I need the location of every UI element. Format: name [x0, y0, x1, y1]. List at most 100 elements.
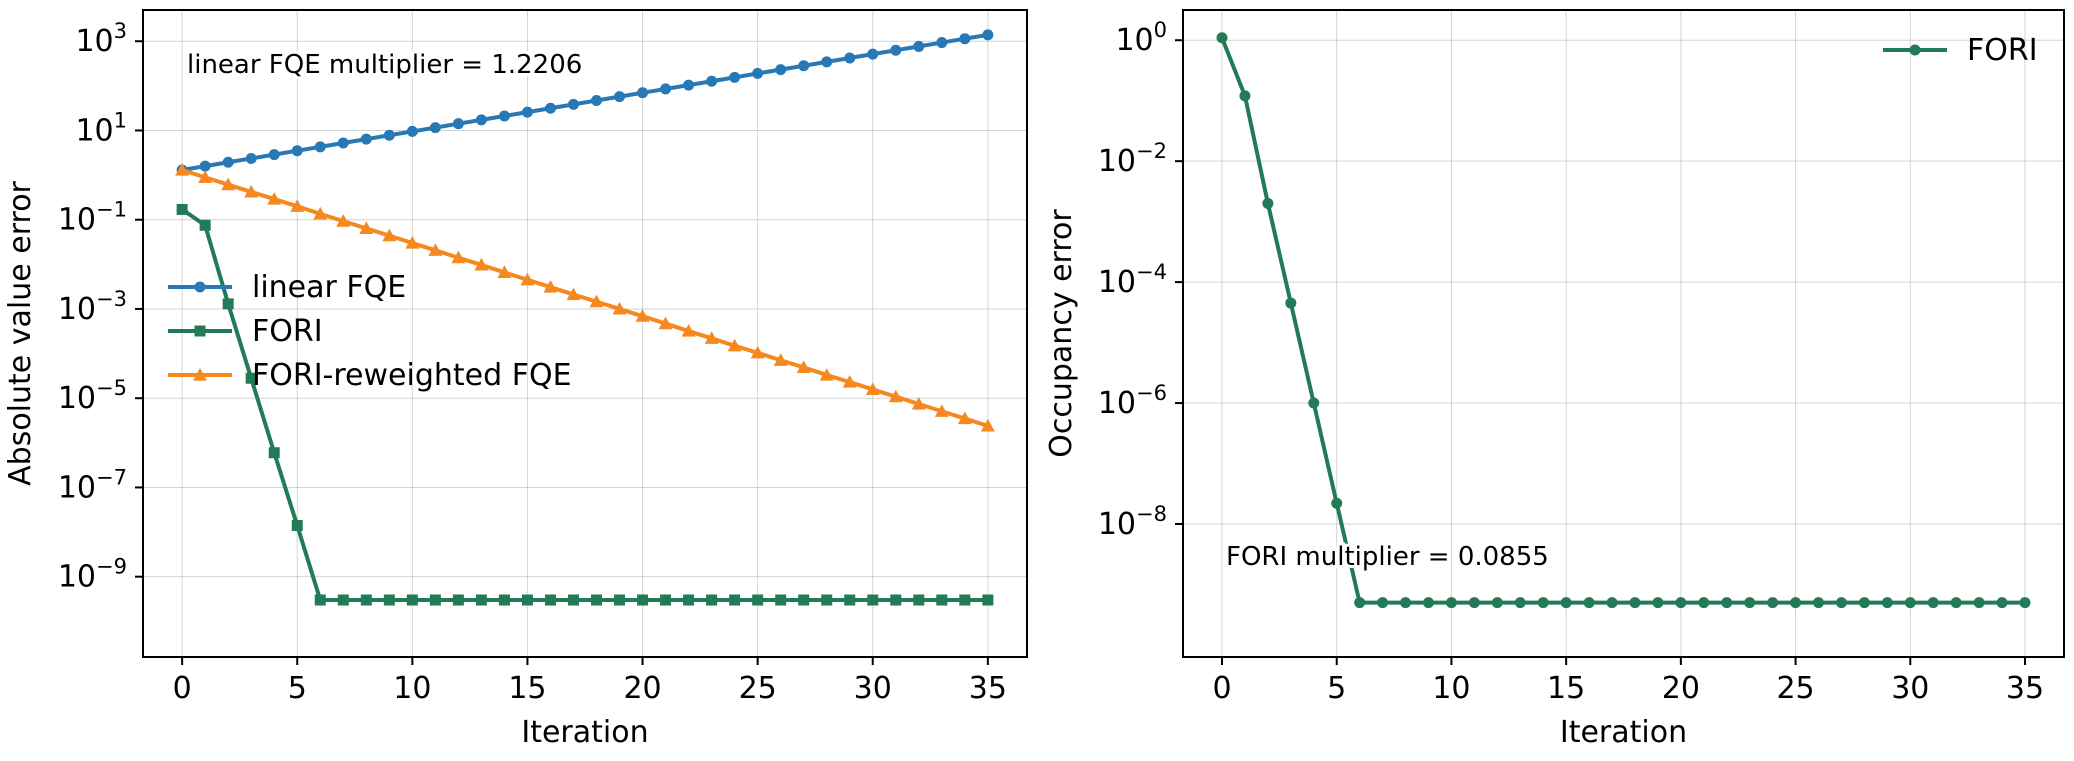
- y-tick-label: 10−7: [58, 465, 127, 505]
- data-point: [1927, 597, 1939, 609]
- data-point: [890, 594, 902, 606]
- x-tick-label: 25: [739, 671, 777, 706]
- data-point: [589, 294, 604, 308]
- data-point: [750, 345, 765, 359]
- data-point: [1308, 397, 1320, 409]
- data-point: [452, 594, 464, 606]
- legend-label: FORI: [1967, 33, 2038, 68]
- data-point: [543, 280, 558, 293]
- legend-label: linear FQE: [252, 270, 406, 305]
- series-1: [176, 203, 994, 606]
- x-tick-label: 20: [623, 671, 661, 706]
- data-point: [199, 160, 211, 172]
- data-point: [497, 265, 512, 278]
- y-tick-label: 10−1: [58, 198, 127, 238]
- data-point: [405, 236, 420, 249]
- y-tick-label: 100: [1115, 18, 1167, 58]
- data-point: [383, 594, 395, 606]
- data-point: [660, 594, 672, 606]
- data-point: [1996, 597, 2008, 609]
- data-point: [934, 404, 949, 417]
- data-point: [752, 67, 764, 79]
- data-point: [176, 203, 188, 215]
- data-point: [773, 353, 788, 366]
- data-point: [1216, 32, 1228, 44]
- data-point: [1239, 90, 1251, 102]
- data-point: [936, 37, 948, 49]
- data-point: [913, 594, 925, 606]
- data-point: [567, 594, 579, 606]
- data-point: [957, 411, 972, 425]
- data-point: [336, 214, 351, 227]
- data-point: [1422, 597, 1434, 609]
- y-tick-label: 103: [75, 19, 127, 59]
- data-point: [291, 520, 303, 532]
- data-point: [982, 29, 994, 41]
- data-point: [1445, 597, 1457, 609]
- data-point: [1950, 597, 1962, 609]
- data-point: [727, 338, 742, 352]
- y-tick-label: 10−8: [1098, 502, 1167, 542]
- data-point: [798, 60, 810, 72]
- data-point: [175, 163, 190, 176]
- data-point: [521, 594, 533, 606]
- annotation: linear FQE multiplier = 1.2206: [187, 50, 582, 80]
- data-point: [198, 170, 213, 183]
- series-0: [1216, 32, 2031, 609]
- data-point: [775, 594, 787, 606]
- data-point: [1721, 597, 1733, 609]
- x-tick-label: 30: [854, 671, 892, 706]
- data-point: [1629, 597, 1641, 609]
- data-point: [660, 83, 672, 95]
- x-tick-label: 10: [393, 671, 431, 706]
- data-point: [1744, 597, 1756, 609]
- data-point: [865, 382, 880, 396]
- data-point: [1537, 597, 1549, 609]
- data-point: [913, 40, 925, 52]
- data-point: [1583, 597, 1595, 609]
- data-point: [475, 114, 487, 126]
- data-point: [451, 250, 466, 264]
- data-point: [383, 129, 395, 141]
- data-point: [1468, 597, 1480, 609]
- data-point: [681, 324, 696, 337]
- x-axis-label: Iteration: [1560, 715, 1687, 750]
- data-point: [1904, 597, 1916, 609]
- data-point: [729, 594, 741, 606]
- data-point: [406, 594, 418, 606]
- data-point: [1881, 597, 1893, 609]
- data-point: [544, 102, 556, 114]
- data-point: [360, 594, 372, 606]
- data-point: [337, 594, 349, 606]
- x-tick-label: 35: [2006, 671, 2044, 706]
- data-point: [429, 122, 441, 134]
- data-point: [614, 91, 626, 103]
- data-point: [729, 71, 741, 83]
- data-point: [637, 87, 649, 99]
- data-point: [267, 192, 282, 205]
- data-point: [1698, 597, 1710, 609]
- data-point: [911, 397, 926, 410]
- data-point: [658, 316, 673, 330]
- data-point: [291, 145, 303, 157]
- data-point: [706, 75, 718, 87]
- data-point: [683, 79, 695, 91]
- data-point: [980, 418, 995, 432]
- legend-label: FORI-reweighted FQE: [252, 358, 572, 393]
- plot-frame: [1182, 9, 2065, 658]
- grid: [143, 10, 1027, 657]
- data-point: [591, 95, 603, 107]
- data-point: [429, 594, 441, 606]
- data-point: [359, 221, 374, 234]
- data-point: [1767, 597, 1779, 609]
- data-point: [1973, 597, 1985, 609]
- data-point: [337, 137, 349, 149]
- data-point: [1790, 597, 1802, 609]
- data-point: [475, 594, 487, 606]
- data-point: [888, 389, 903, 403]
- data-point: [982, 594, 994, 606]
- legend-marker: [1909, 44, 1921, 56]
- data-point: [314, 594, 326, 606]
- data-point: [683, 594, 695, 606]
- right-panel: 0 5 10 15 20 25 30 35 100 10−2 10−4 10−6 10−8 FORI mu…: [1044, 9, 2065, 750]
